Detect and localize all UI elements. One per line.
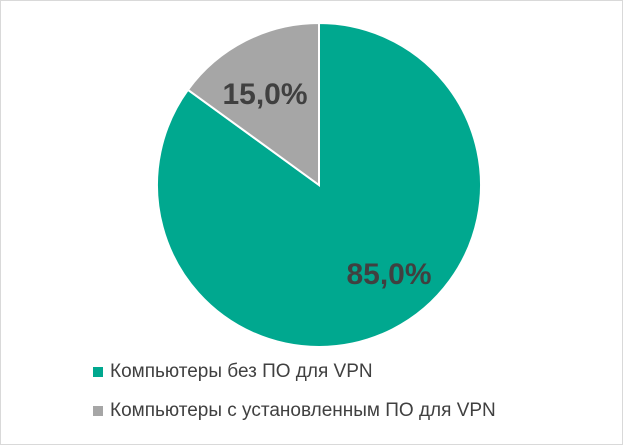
- legend-item-vpn: Компьютеры с установленным ПО для VPN: [93, 400, 496, 422]
- legend-label-no-vpn: Компьютеры без ПО для VPN: [110, 361, 373, 382]
- legend: Компьютеры без ПО для VPN Компьютеры с у…: [93, 361, 496, 439]
- pie-data-labels: 85,0% 15,0%: [222, 78, 431, 291]
- data-label-vpn: 15,0%: [222, 78, 307, 111]
- data-label-no-vpn: 85,0%: [346, 258, 431, 291]
- legend-swatch-no-vpn: [93, 367, 103, 377]
- legend-label-vpn: Компьютеры с установленным ПО для VPN: [110, 400, 496, 421]
- pie-slices: [156, 21, 482, 348]
- legend-item-no-vpn: Компьютеры без ПО для VPN: [93, 361, 496, 383]
- legend-swatch-vpn: [93, 406, 103, 416]
- pie-slice-vpn: [186, 21, 320, 187]
